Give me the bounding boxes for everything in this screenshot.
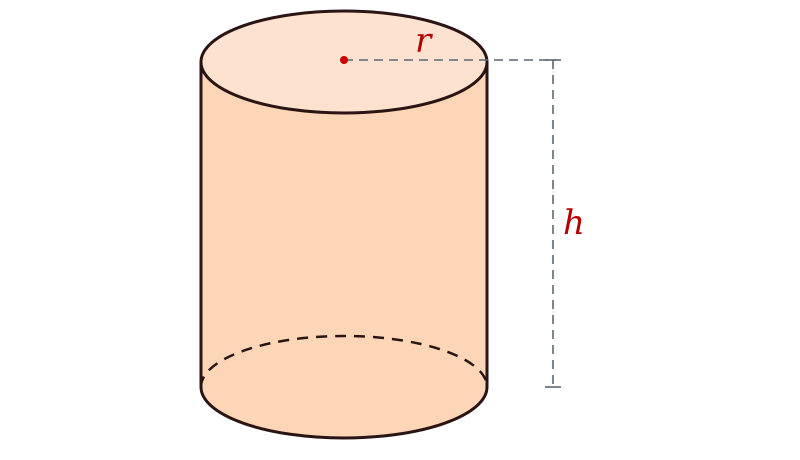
height-label: h: [563, 203, 585, 243]
cylinder-side-surface: [201, 62, 487, 438]
center-point: [340, 56, 348, 64]
bottom-ellipse-front-edge: [199, 386, 489, 440]
bottom-ellipse-hidden-edge: [199, 334, 489, 388]
radius-label: r: [415, 21, 433, 61]
